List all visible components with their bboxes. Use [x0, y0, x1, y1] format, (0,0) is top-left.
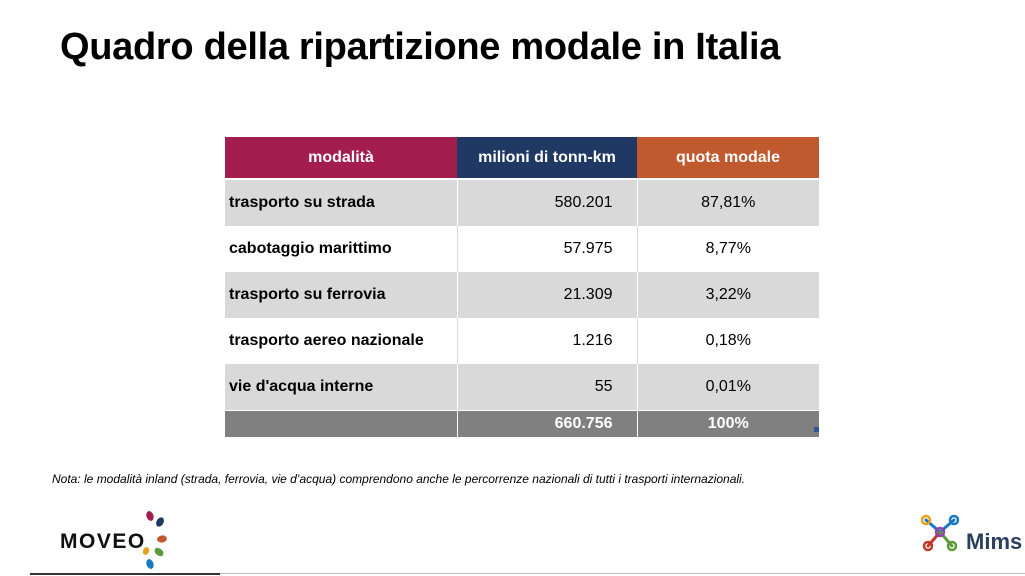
- moveo-drops-icon: [142, 511, 167, 569]
- cell-total-share: 100%: [637, 410, 819, 437]
- moveo-logo: MOVEO: [60, 506, 180, 576]
- moveo-logo-text: MOVEO: [60, 530, 146, 553]
- cell-tonn-km: 580.201: [456, 179, 638, 226]
- table-row: vie d'acqua interne 55 0,01%: [225, 364, 819, 411]
- cell-share: 3,22%: [637, 272, 819, 318]
- cell-mode: trasporto su strada: [225, 179, 457, 226]
- cell-mode: vie d'acqua interne: [225, 364, 457, 411]
- cell-share: 0,18%: [637, 318, 819, 364]
- table-header-row: modalità milioni di tonn-km quota modale: [225, 137, 819, 180]
- modal-split-table: modalità milioni di tonn-km quota modale…: [225, 137, 819, 437]
- page-title: Quadro della ripartizione modale in Ital…: [60, 26, 781, 68]
- mims-network-icon: [920, 514, 960, 552]
- mims-logo: Mims: [918, 512, 1025, 556]
- cell-tonn-km: 55: [456, 364, 638, 411]
- cell-tonn-km: 21.309: [456, 272, 638, 318]
- footer-divider: [30, 573, 220, 575]
- cell-total-mode: [225, 410, 457, 437]
- header-milioni-tonn-km: milioni di tonn-km: [457, 137, 637, 180]
- cell-mode: trasporto su ferrovia: [225, 272, 457, 318]
- footnote: Nota: le modalità inland (strada, ferrov…: [52, 472, 746, 486]
- table-corner-marker: [814, 427, 819, 432]
- table-row: trasporto su strada 580.201 87,81%: [225, 179, 819, 226]
- cell-share: 0,01%: [637, 364, 819, 411]
- header-modalita: modalità: [225, 137, 457, 180]
- cell-mode: trasporto aereo nazionale: [225, 318, 457, 364]
- table-total-row: 660.756 100%: [225, 410, 819, 437]
- cell-tonn-km: 1.216: [456, 318, 638, 364]
- table-row: trasporto su ferrovia 21.309 3,22%: [225, 272, 819, 318]
- footer-divider-light: [220, 573, 1025, 574]
- cell-mode: cabotaggio marittimo: [225, 226, 457, 272]
- table-row: trasporto aereo nazionale 1.216 0,18%: [225, 318, 819, 364]
- cell-tonn-km: 57.975: [456, 226, 638, 272]
- cell-share: 87,81%: [637, 179, 819, 226]
- table-row: cabotaggio marittimo 57.975 8,77%: [225, 226, 819, 272]
- cell-total-tonn-km: 660.756: [456, 410, 638, 437]
- cell-share: 8,77%: [637, 226, 819, 272]
- mims-logo-text: Mims: [966, 529, 1023, 554]
- header-quota-modale: quota modale: [637, 137, 819, 180]
